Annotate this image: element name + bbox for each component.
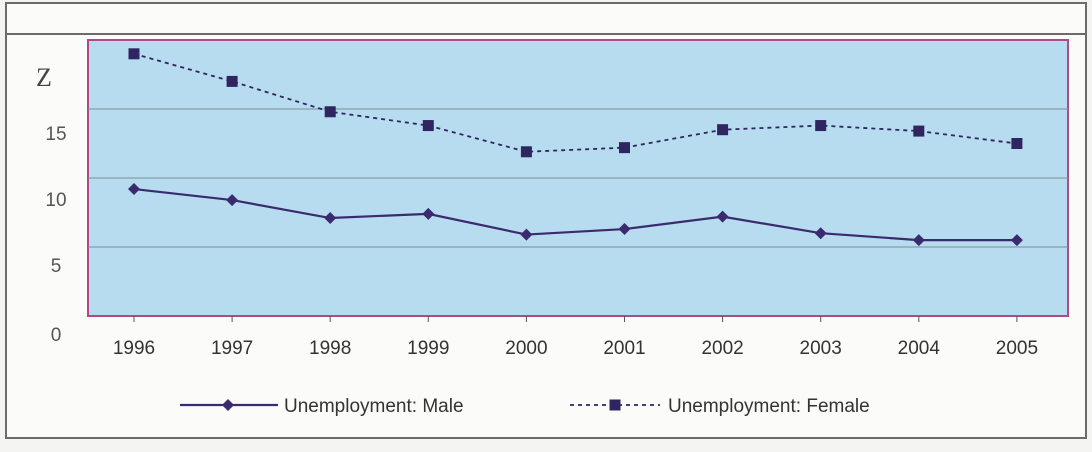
- data-point-diamond: [618, 223, 631, 236]
- x-tick-label: 1998: [309, 338, 351, 359]
- y-tick-label: 0: [51, 325, 62, 346]
- y-tick-label: 5: [51, 256, 62, 277]
- x-tick-label: 1996: [113, 338, 155, 359]
- x-axis: 1996 1997 1998 1999 2000 2001 2002 2003 2004 2005: [88, 315, 1068, 359]
- data-point-square: [422, 120, 434, 132]
- x-tick-label: 2001: [603, 338, 645, 359]
- series-line: [133, 187, 1017, 242]
- gridlines: [88, 108, 1068, 248]
- data-point-diamond: [716, 210, 729, 223]
- series-male: [128, 183, 1023, 247]
- data-point-diamond: [814, 227, 827, 240]
- data-point-square: [609, 399, 621, 411]
- data-point-square: [815, 120, 827, 132]
- x-tick-label: 2005: [996, 338, 1038, 359]
- data-point-diamond: [912, 234, 925, 247]
- data-point-diamond: [222, 399, 234, 411]
- x-tick-label: 2002: [701, 338, 743, 359]
- series-female: [128, 48, 1023, 158]
- legend-label-female: Unemployment: Female: [668, 396, 870, 417]
- x-tick-label: 2004: [898, 338, 941, 359]
- x-tick-label: 2000: [505, 338, 547, 359]
- x-tick-label: 1997: [211, 338, 253, 359]
- y-axis-ticks: 0 5 10 15 Z: [36, 63, 67, 346]
- x-tick-label: 2003: [800, 338, 842, 359]
- data-point-square: [324, 106, 336, 118]
- y-tick-label: 15: [45, 124, 66, 145]
- series-group: [128, 48, 1023, 247]
- legend-label-male: Unemployment: Male: [284, 396, 464, 417]
- data-point-diamond: [422, 207, 435, 220]
- data-point-square: [1011, 138, 1023, 149]
- data-point-diamond: [1010, 234, 1023, 247]
- data-point-square: [128, 48, 140, 60]
- data-point-square: [226, 75, 238, 87]
- x-tick-label: 1999: [407, 338, 449, 359]
- y-tick-label: 10: [45, 190, 66, 211]
- series-line: [133, 52, 1018, 153]
- data-point-square: [520, 146, 532, 158]
- data-point-diamond: [520, 228, 533, 241]
- legend: Unemployment: Male Unemployment: Female: [180, 396, 870, 417]
- y-tick-label: Z: [36, 63, 52, 92]
- data-point-square: [717, 124, 729, 136]
- data-point-square: [913, 125, 925, 137]
- data-point-diamond: [324, 212, 337, 225]
- data-point-diamond: [226, 194, 239, 207]
- data-point-diamond: [128, 183, 140, 196]
- data-point-square: [619, 142, 630, 154]
